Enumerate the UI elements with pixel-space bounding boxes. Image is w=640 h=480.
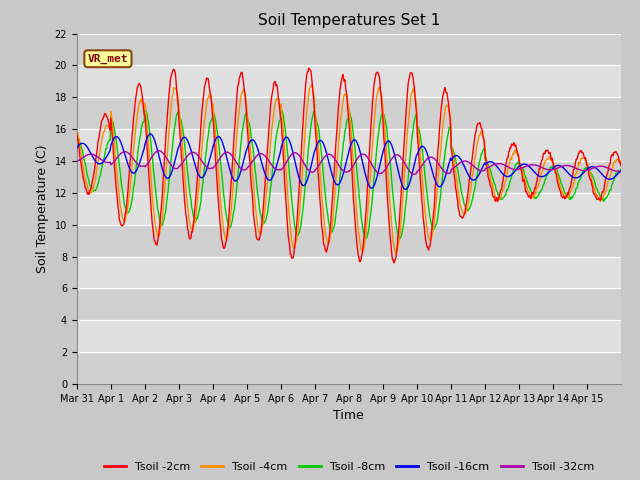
Line: Tsoil -16cm: Tsoil -16cm (77, 134, 621, 190)
Tsoil -8cm (237, 138, 245, 144)
Bar (77, 288, 621, 320)
Title: Soil Temperatures Set 1: Soil Temperatures Set 1 (258, 13, 440, 28)
Tsoil -8cm (264, 203, 272, 209)
Tsoil -32cm (437, 164, 445, 170)
Tsoil -4cm (73, 129, 81, 135)
Tsoil -32cm (410, 171, 417, 177)
Tsoil -4cm (308, 82, 316, 88)
Tsoil -4cm (406, 100, 414, 106)
Legend: Tsoil -2cm, Tsoil -4cm, Tsoil -8cm, Tsoil -16cm, Tsoil -32cm: Tsoil -2cm, Tsoil -4cm, Tsoil -8cm, Tsoi… (99, 457, 598, 477)
Tsoil -16cm (237, 167, 245, 172)
Tsoil -16cm (147, 131, 154, 137)
Y-axis label: Soil Temperature (C): Soil Temperature (C) (36, 144, 49, 273)
Tsoil -8cm (437, 192, 445, 197)
Tsoil -8cm (141, 107, 148, 113)
Bar (77, 257, 621, 288)
Tsoil -32cm (156, 148, 163, 154)
Bar (77, 129, 621, 161)
Tsoil -8cm (137, 132, 145, 138)
Tsoil -8cm (617, 167, 625, 173)
Tsoil -2cm (264, 144, 271, 150)
Tsoil -2cm (73, 130, 81, 136)
Tsoil -4cm (264, 178, 271, 183)
Tsoil -16cm (73, 145, 81, 151)
Tsoil -2cm (406, 71, 414, 76)
Tsoil -8cm (362, 236, 369, 242)
Tsoil -4cm (437, 149, 445, 155)
Tsoil -4cm (392, 250, 400, 256)
Bar (77, 320, 621, 352)
Line: Tsoil -2cm: Tsoil -2cm (77, 68, 621, 263)
Line: Tsoil -4cm: Tsoil -4cm (77, 85, 621, 253)
Line: Tsoil -32cm: Tsoil -32cm (77, 151, 621, 174)
Bar (77, 97, 621, 129)
Text: VR_met: VR_met (88, 54, 128, 64)
Bar (77, 65, 621, 97)
Tsoil -16cm (401, 187, 409, 192)
Tsoil -2cm (305, 65, 312, 71)
Tsoil -2cm (237, 71, 244, 77)
Tsoil -16cm (406, 179, 414, 184)
Tsoil -32cm (73, 158, 81, 164)
Tsoil -32cm (237, 166, 245, 172)
Bar (77, 352, 621, 384)
Tsoil -2cm (137, 83, 145, 89)
Tsoil -2cm (437, 112, 445, 118)
Line: Tsoil -8cm: Tsoil -8cm (77, 110, 621, 239)
Tsoil -4cm (617, 162, 625, 168)
Tsoil -4cm (284, 200, 292, 205)
Tsoil -32cm (406, 168, 413, 174)
Tsoil -4cm (237, 95, 244, 101)
Tsoil -2cm (390, 260, 397, 266)
Bar (77, 34, 621, 65)
Bar (77, 161, 621, 193)
X-axis label: Time: Time (333, 409, 364, 422)
Tsoil -16cm (437, 183, 445, 189)
Tsoil -16cm (617, 168, 625, 174)
Tsoil -16cm (285, 137, 292, 143)
Tsoil -2cm (284, 233, 292, 239)
Tsoil -8cm (73, 135, 81, 141)
Tsoil -32cm (617, 168, 625, 174)
Tsoil -4cm (137, 99, 145, 105)
Tsoil -8cm (406, 153, 414, 159)
Tsoil -32cm (137, 163, 145, 169)
Tsoil -16cm (137, 157, 145, 163)
Tsoil -2cm (617, 163, 625, 168)
Tsoil -32cm (285, 155, 292, 161)
Tsoil -32cm (264, 157, 272, 163)
Bar (77, 193, 621, 225)
Tsoil -16cm (264, 177, 272, 183)
Bar (77, 225, 621, 257)
Tsoil -8cm (285, 164, 292, 170)
